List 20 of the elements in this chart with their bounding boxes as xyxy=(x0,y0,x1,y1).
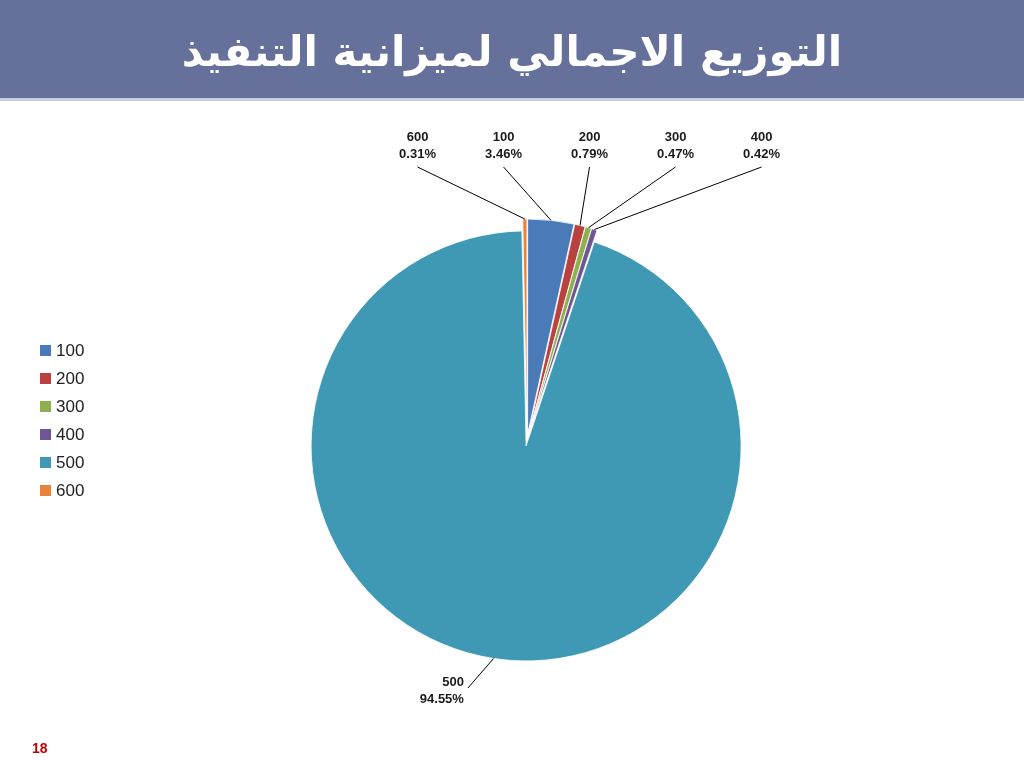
chart-title: التوزيع الاجمالي لميزانية التنفيذ xyxy=(181,27,843,77)
legend-label: 100 xyxy=(56,341,85,360)
legend-label: 400 xyxy=(56,425,85,444)
data-label: 0.31% xyxy=(399,146,437,161)
data-label: 0.47% xyxy=(657,146,695,161)
data-label: 0.79% xyxy=(571,146,609,161)
slice-label: 500 xyxy=(442,674,464,689)
data-label: 0.42% xyxy=(743,146,781,161)
slice-label: 200 xyxy=(578,129,601,144)
slice-label: 300 xyxy=(664,129,687,144)
data-label: 3.46% xyxy=(485,146,523,161)
slice-label: 600 xyxy=(406,129,429,144)
slice-label: 100 xyxy=(492,129,515,144)
data-label: 94.55% xyxy=(419,691,465,706)
legend-label: 500 xyxy=(56,453,85,472)
legend-label: 300 xyxy=(56,397,85,416)
legend-label: 200 xyxy=(56,369,85,388)
slice-label: 400 xyxy=(750,129,773,144)
legend-label: 600 xyxy=(56,481,85,500)
text: 18 xyxy=(32,740,48,756)
